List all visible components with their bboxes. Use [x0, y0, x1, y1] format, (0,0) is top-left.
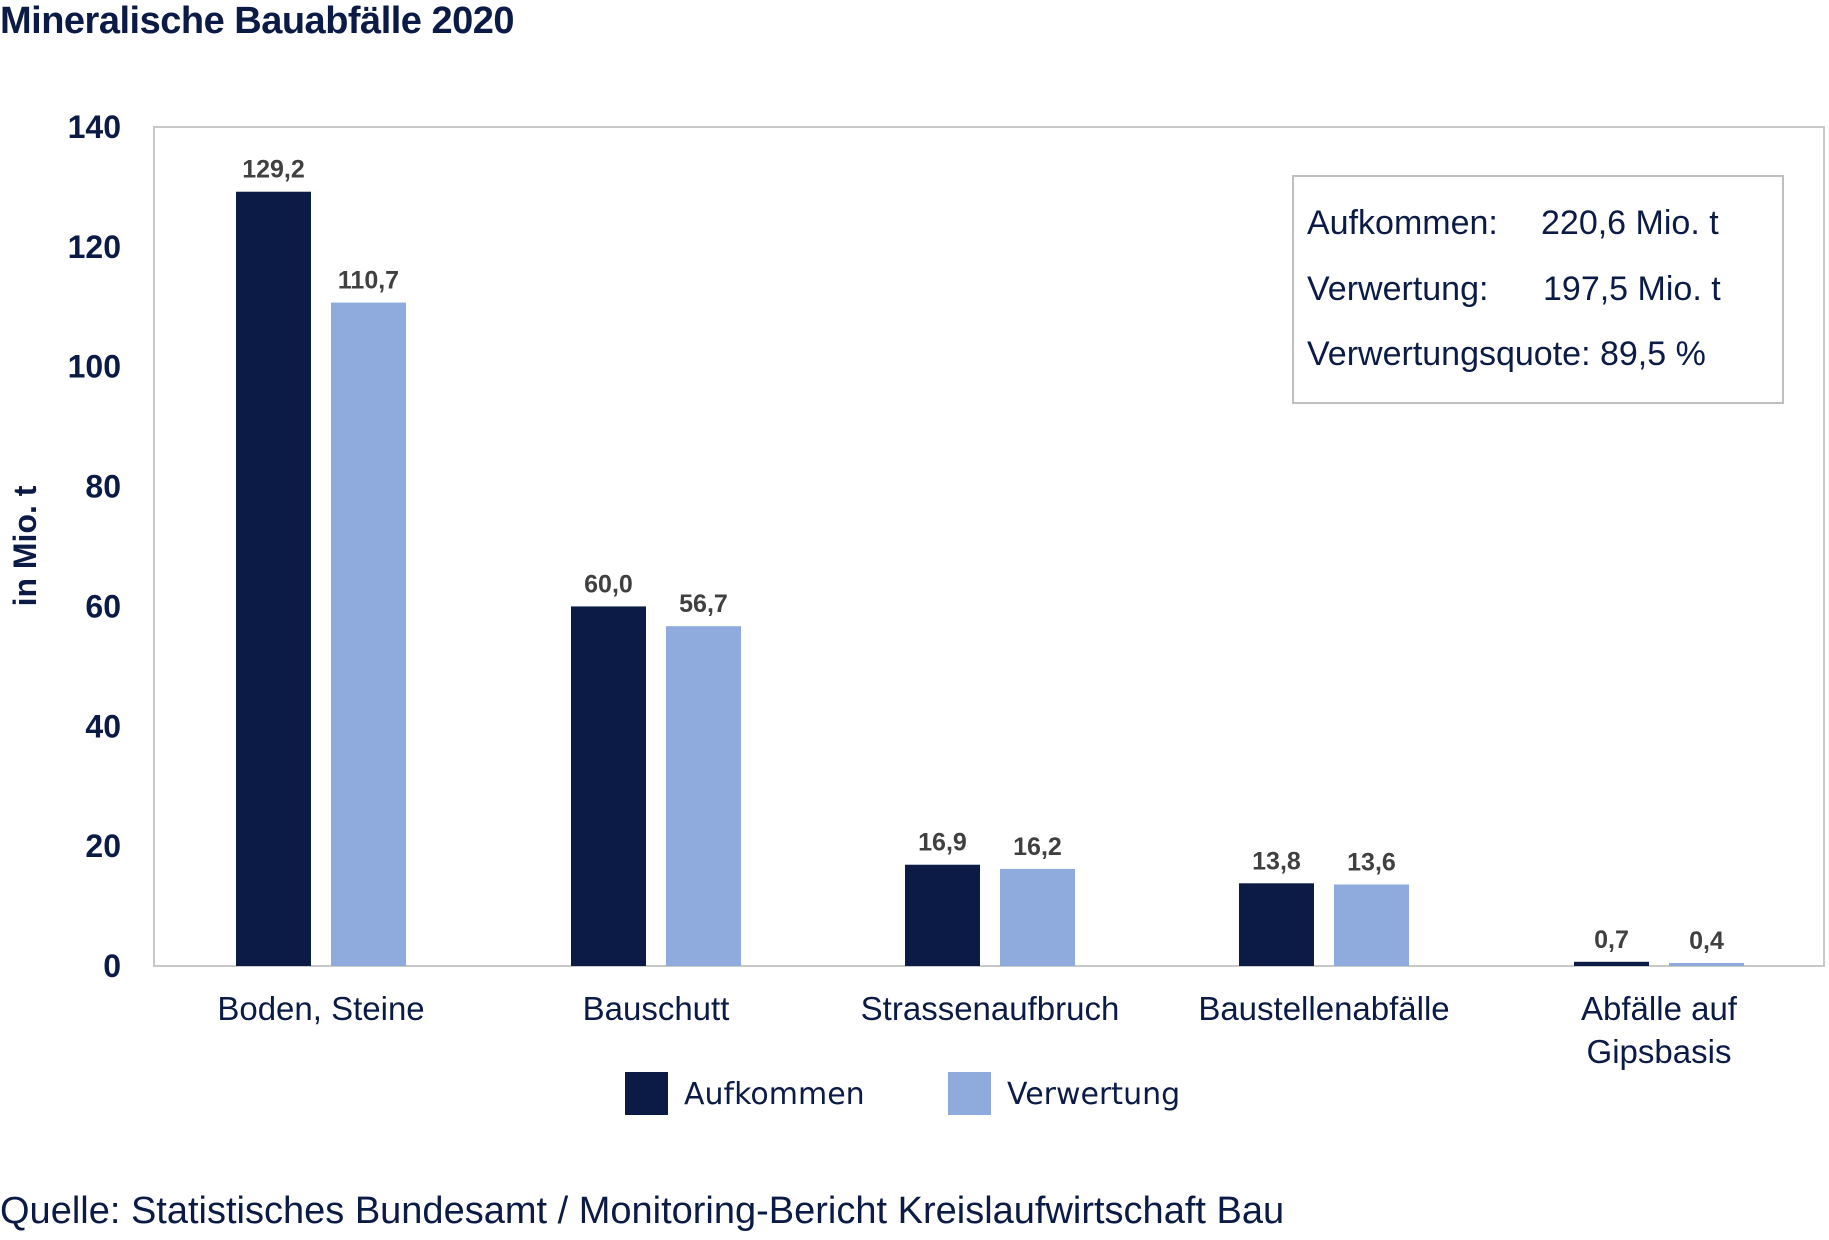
bars	[236, 191, 1744, 967]
bar-verwertung-2	[1000, 868, 1075, 966]
data-label: 16,9	[918, 829, 967, 857]
summary-aufkommen-label: Aufkommen:	[1307, 204, 1498, 242]
y-tick-label: 60	[85, 588, 121, 624]
bar-aufkommen-0	[236, 191, 311, 967]
y-tick-label: 140	[68, 109, 121, 145]
data-label: 13,8	[1252, 847, 1301, 875]
bar-aufkommen-4	[1574, 961, 1649, 966]
y-tick-label: 80	[85, 469, 121, 505]
data-label: 0,4	[1689, 927, 1724, 955]
y-axis-label: in Mio. t	[7, 485, 43, 606]
bar-verwertung-3	[1334, 884, 1409, 966]
legend-swatch-verwertung	[948, 1072, 991, 1115]
legend-label-verwertung: Verwertung	[1007, 1077, 1180, 1112]
x-category-label: Abfälle auf	[1581, 990, 1738, 1027]
y-axis-ticks: 0 20 40 60 80 100 120 140	[68, 109, 121, 984]
summary-verwertung-value: 197,5 Mio. t	[1543, 270, 1721, 308]
data-labels: 129,2 110,7 60,0 56,7 16,9 16,2 13,8 13,6 0,7 0,4	[242, 156, 1724, 955]
x-category-label: Baustellenabfälle	[1198, 990, 1449, 1027]
bar-aufkommen-2	[905, 864, 980, 966]
legend-swatch-aufkommen	[625, 1072, 668, 1115]
data-label: 60,0	[584, 570, 633, 598]
y-tick-label: 120	[68, 229, 121, 265]
bar-aufkommen-3	[1239, 883, 1314, 966]
y-tick-label: 20	[85, 828, 121, 864]
x-category-label: Strassenaufbruch	[861, 990, 1120, 1027]
data-label: 16,2	[1013, 833, 1062, 861]
bar-aufkommen-1	[571, 606, 646, 966]
data-label: 56,7	[679, 590, 728, 618]
x-category-label: Gipsbasis	[1587, 1033, 1732, 1070]
y-tick-label: 40	[85, 708, 121, 744]
x-axis-categories: Boden, Steine Bauschutt Strassenaufbruch Ba…	[217, 990, 1737, 1070]
data-label: 129,2	[242, 156, 305, 184]
summary-verwertung-label: Verwertung:	[1307, 270, 1488, 308]
bar-verwertung-4	[1669, 963, 1744, 966]
summary-box-frame	[1292, 175, 1784, 404]
data-label: 110,7	[338, 267, 399, 295]
y-tick-label: 100	[68, 349, 121, 385]
bar-verwertung-0	[331, 302, 406, 967]
x-category-label: Boden, Steine	[217, 990, 424, 1027]
summary-aufkommen-value: 220,6 Mio. t	[1541, 204, 1719, 242]
data-label: 13,6	[1347, 848, 1396, 876]
legend-label-aufkommen: Aufkommen	[684, 1077, 865, 1112]
summary-box: Aufkommen: 220,6 Mio. t Verwertung: 197,…	[1292, 175, 1784, 404]
bar-verwertung-1	[666, 626, 741, 966]
data-label: 0,7	[1594, 926, 1629, 954]
x-category-label: Bauschutt	[583, 990, 730, 1027]
y-tick-label: 0	[103, 948, 121, 984]
plot-area-frame	[153, 126, 1825, 967]
summary-quote: Verwertungsquote: 89,5 %	[1307, 335, 1706, 373]
chart-title: Mineralische Bauabfälle 2020	[0, 0, 515, 42]
legend: Aufkommen Verwertung	[625, 1072, 1180, 1115]
source-note: Quelle: Statistisches Bundesamt / Monito…	[0, 1190, 1285, 1232]
